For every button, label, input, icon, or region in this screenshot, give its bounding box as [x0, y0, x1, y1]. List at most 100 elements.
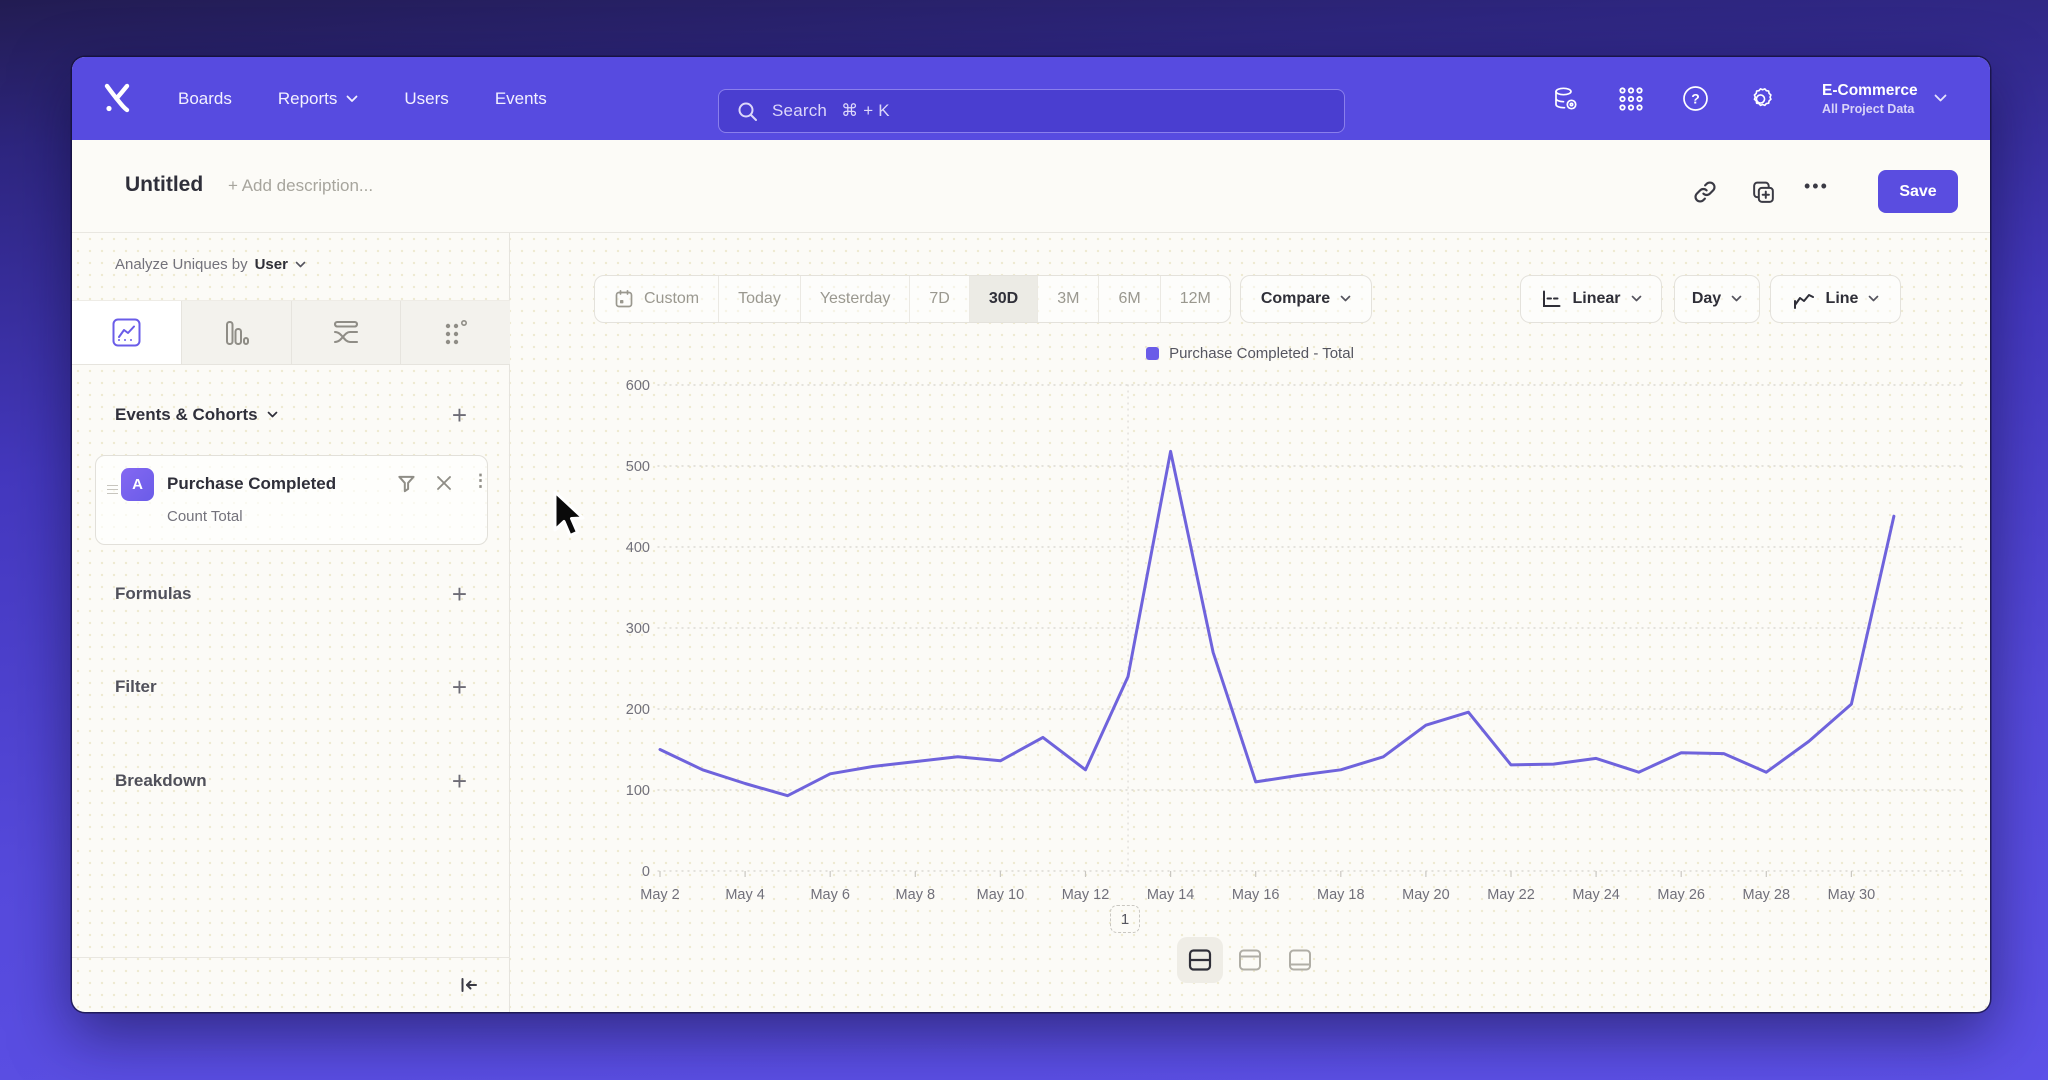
svg-text:100: 100 [626, 783, 650, 799]
interval-label: Day [1691, 290, 1722, 307]
search-input[interactable]: Search ⌘ + K [718, 89, 1345, 133]
add-breakdown-button[interactable]: + [451, 766, 467, 796]
scale-selector-button[interactable]: Linear [1520, 275, 1662, 323]
layout-top-view-button[interactable] [1227, 937, 1273, 983]
compare-label: Compare [1260, 290, 1331, 307]
range-30d[interactable]: 30D [969, 276, 1039, 322]
tab-funnels[interactable] [182, 301, 292, 364]
formulas-section: Formulas + [115, 579, 467, 609]
filter-label: Filter [115, 677, 157, 696]
range-7d[interactable]: 7D [910, 276, 970, 322]
events-cohorts-title[interactable]: Events & Cohorts [115, 405, 278, 425]
insights-line-chart[interactable]: 0 100 200 300 400 500 600 May 2 May 4 May 6 May 8 M… [532, 347, 1990, 947]
range-label: Custom [644, 290, 700, 307]
sidebar-footer [72, 957, 510, 1012]
app-window: Boards Reports Users Events Search ⌘ + K [72, 57, 1990, 1012]
nav-label: Events [494, 88, 547, 108]
add-formula-button[interactable]: + [451, 579, 467, 609]
analyze-uniques-control[interactable]: Analyze Uniques by User [115, 256, 306, 273]
save-button[interactable]: Save [1878, 170, 1958, 213]
svg-text:May 12: May 12 [1062, 887, 1110, 903]
pagination-badge[interactable]: 1 [1110, 905, 1140, 933]
retention-dots-icon [445, 319, 467, 344]
interval-selector-button[interactable]: Day [1674, 275, 1760, 323]
apps-grid-icon[interactable] [1617, 85, 1644, 112]
nav-item-users[interactable]: Users [404, 89, 448, 109]
add-event-button[interactable]: + [451, 400, 467, 430]
collapse-sidebar-icon[interactable] [456, 972, 482, 998]
range-today[interactable]: Today [719, 276, 801, 322]
report-header: Untitled + Add description... ••• Save [72, 140, 1990, 233]
svg-text:May 20: May 20 [1402, 887, 1450, 903]
duplicate-icon[interactable] [1750, 179, 1778, 207]
project-selector[interactable]: E-Commerce All Project Data [1822, 82, 1947, 116]
mixpanel-logo[interactable] [100, 81, 134, 115]
event-card[interactable]: A Purchase Completed Count Total ⋮ [95, 455, 489, 545]
project-scope: All Project Data [1822, 101, 1915, 116]
calendar-icon [615, 289, 633, 308]
filter-funnel-icon[interactable] [396, 473, 418, 495]
range-3m[interactable]: 3M [1038, 276, 1100, 322]
tab-flows[interactable] [292, 301, 402, 364]
svg-text:May 18: May 18 [1317, 887, 1365, 903]
range-label: 30D [988, 290, 1019, 307]
compare-button[interactable]: Compare [1240, 275, 1372, 323]
event-metric[interactable]: Count Total [167, 508, 243, 525]
top-panel-icon [1239, 949, 1261, 971]
layout-bottom-view-button[interactable] [1277, 937, 1323, 983]
svg-text:May 2: May 2 [640, 887, 680, 903]
svg-text:May 22: May 22 [1487, 887, 1535, 903]
legend-label: Purchase Completed - Total [1169, 345, 1354, 362]
top-nav-bar: Boards Reports Users Events Search ⌘ + K [72, 57, 1990, 140]
svg-text:May 16: May 16 [1232, 887, 1280, 903]
chart-type-selector-button[interactable]: Line [1770, 275, 1901, 323]
drag-handle-icon[interactable] [107, 485, 118, 494]
analyze-value: User [254, 256, 288, 273]
report-title[interactable]: Untitled [125, 173, 204, 196]
flows-icon [333, 320, 358, 343]
layout-split-view-button[interactable] [1177, 937, 1223, 983]
svg-text:May 14: May 14 [1147, 887, 1195, 903]
chart-pane: Custom Today Yesterday 7D 30D 3M 6M 12M … [510, 233, 1990, 1012]
remove-event-icon[interactable] [434, 473, 456, 495]
tab-insights[interactable] [72, 301, 182, 364]
tab-retention[interactable] [401, 301, 510, 364]
copy-link-icon[interactable] [1692, 179, 1720, 207]
data-management-icon[interactable] [1552, 85, 1579, 112]
event-name[interactable]: Purchase Completed [167, 474, 337, 493]
nav-item-events[interactable]: Events [495, 89, 547, 109]
svg-text:300: 300 [626, 621, 650, 637]
svg-text:May 10: May 10 [977, 887, 1025, 903]
layout-toggle-group [510, 937, 1990, 983]
add-description-field[interactable]: + Add description... [228, 176, 374, 195]
range-yesterday[interactable]: Yesterday [801, 276, 911, 322]
settings-gear-icon[interactable] [1747, 85, 1774, 112]
nav-item-boards[interactable]: Boards [178, 89, 232, 109]
svg-text:May 24: May 24 [1572, 887, 1620, 903]
breakdown-section: Breakdown + [115, 766, 467, 796]
chevron-down-icon [295, 261, 306, 267]
chevron-down-icon [1731, 295, 1742, 302]
svg-text:600: 600 [626, 378, 650, 394]
range-6m[interactable]: 6M [1099, 276, 1161, 322]
range-label: 7D [929, 290, 950, 307]
linear-scale-icon [1543, 290, 1561, 307]
scale-label: Linear [1572, 290, 1621, 307]
search-icon [738, 102, 757, 121]
more-options-button[interactable]: ••• [1804, 176, 1829, 196]
nav-label: Boards [178, 88, 232, 108]
range-12m[interactable]: 12M [1161, 276, 1230, 322]
date-range-control: Custom Today Yesterday 7D 30D 3M 6M 12M [594, 275, 1231, 323]
help-icon[interactable]: ? [1682, 85, 1709, 112]
nav-item-reports[interactable]: Reports [278, 89, 359, 109]
search-placeholder: Search [772, 101, 828, 120]
svg-text:?: ? [1691, 91, 1700, 107]
svg-text:400: 400 [626, 540, 650, 556]
event-more-icon[interactable]: ⋮ [472, 471, 489, 490]
range-custom[interactable]: Custom [595, 276, 720, 322]
chevron-down-icon [267, 411, 277, 418]
add-filter-button[interactable]: + [451, 672, 467, 702]
nav-label: Users [404, 88, 449, 108]
svg-text:0: 0 [642, 864, 650, 880]
